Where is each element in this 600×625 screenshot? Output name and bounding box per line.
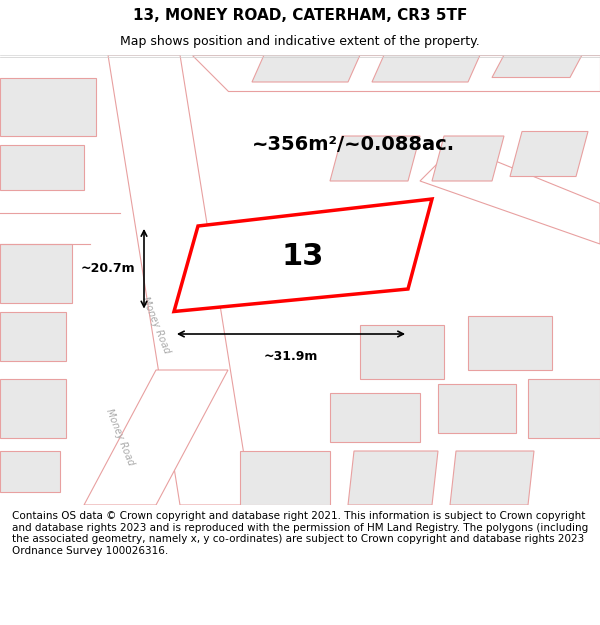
Polygon shape [492, 55, 582, 78]
Text: ~31.9m: ~31.9m [264, 350, 318, 362]
Polygon shape [192, 55, 600, 91]
Text: Map shows position and indicative extent of the property.: Map shows position and indicative extent… [120, 35, 480, 48]
Polygon shape [252, 55, 360, 82]
Polygon shape [0, 78, 96, 136]
Polygon shape [432, 136, 504, 181]
Polygon shape [450, 451, 534, 505]
Polygon shape [468, 316, 552, 370]
Polygon shape [330, 136, 420, 181]
Text: Money Road: Money Road [104, 408, 136, 468]
Polygon shape [0, 145, 84, 190]
Polygon shape [528, 379, 600, 438]
Polygon shape [420, 145, 600, 244]
Polygon shape [240, 451, 330, 505]
Polygon shape [174, 199, 432, 311]
Text: 13: 13 [282, 242, 324, 271]
Text: 13, MONEY ROAD, CATERHAM, CR3 5TF: 13, MONEY ROAD, CATERHAM, CR3 5TF [133, 8, 467, 23]
Polygon shape [330, 392, 420, 442]
Text: ~356m²/~0.088ac.: ~356m²/~0.088ac. [252, 136, 455, 154]
Polygon shape [0, 244, 72, 302]
Polygon shape [0, 379, 66, 438]
Polygon shape [108, 55, 252, 505]
Polygon shape [510, 131, 588, 176]
Text: Money Road: Money Road [140, 295, 172, 355]
Polygon shape [0, 451, 60, 491]
Polygon shape [372, 55, 480, 82]
Polygon shape [360, 325, 444, 379]
Polygon shape [348, 451, 438, 505]
Text: Contains OS data © Crown copyright and database right 2021. This information is : Contains OS data © Crown copyright and d… [12, 511, 588, 556]
Text: ~20.7m: ~20.7m [80, 262, 135, 275]
Polygon shape [438, 384, 516, 433]
Polygon shape [84, 370, 228, 505]
Polygon shape [0, 311, 66, 361]
